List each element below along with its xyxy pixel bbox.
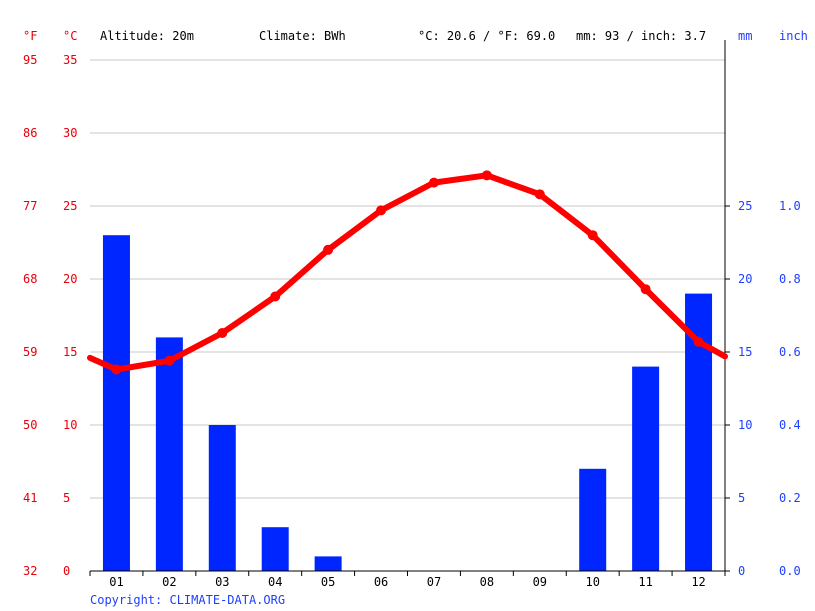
temperature-line [87, 170, 728, 375]
inch-unit-label: inch [779, 29, 808, 43]
celsius-tick-label: 0 [63, 564, 70, 578]
precipitation-total-label: mm: 93 / inch: 3.7 [576, 29, 706, 43]
celsius-tick-label: 20 [63, 272, 77, 286]
fahrenheit-tick-label: 50 [23, 418, 37, 432]
temperature-average-label: °C: 20.6 / °F: 69.0 [418, 29, 555, 43]
fahrenheit-tick-label: 77 [23, 199, 37, 213]
precipitation-bar [261, 527, 289, 571]
altitude-label: Altitude: 20m [100, 29, 194, 43]
inch-tick-label: 0.2 [779, 491, 801, 505]
fahrenheit-tick-label: 86 [23, 126, 37, 140]
fahrenheit-unit-label: °F [23, 29, 37, 43]
celsius-tick-label: 10 [63, 418, 77, 432]
mm-tick-label: 20 [738, 272, 752, 286]
copyright-link[interactable]: Copyright: CLIMATE-DATA.ORG [90, 593, 285, 607]
inch-tick-label: 0.4 [779, 418, 801, 432]
grid-lines [90, 59, 725, 499]
precipitation-bar [632, 366, 660, 571]
mm-tick-label: 5 [738, 491, 745, 505]
mm-tick-label: 0 [738, 564, 745, 578]
left-axis-ticks: 35 95 30 86 25 77 20 68 15 59 10 50 5 41 0 32 [23, 53, 77, 578]
temperature-point [270, 291, 281, 302]
temperature-point [534, 189, 545, 200]
temperature-point [693, 336, 704, 347]
month-tick-label: 02 [162, 575, 176, 589]
temperature-point [217, 328, 228, 339]
month-tick-label: 12 [691, 575, 705, 589]
precipitation-bar [208, 425, 236, 571]
inch-tick-label: 0.6 [779, 345, 801, 359]
temperature-point [164, 355, 175, 366]
precipitation-bars [102, 235, 713, 571]
month-tick-label: 03 [215, 575, 229, 589]
celsius-tick-label: 30 [63, 126, 77, 140]
x-axis-ticks: 01 02 03 04 05 06 07 08 09 10 11 12 [109, 575, 706, 589]
month-tick-label: 05 [321, 575, 335, 589]
fahrenheit-tick-label: 68 [23, 272, 37, 286]
temperature-point [323, 244, 334, 255]
fahrenheit-tick-label: 41 [23, 491, 37, 505]
temperature-point [428, 177, 439, 188]
month-tick-label: 09 [533, 575, 547, 589]
axes [89, 40, 730, 576]
fahrenheit-tick-label: 95 [23, 53, 37, 67]
fahrenheit-tick-label: 32 [23, 564, 37, 578]
fahrenheit-tick-label: 59 [23, 345, 37, 359]
celsius-tick-label: 15 [63, 345, 77, 359]
inch-tick-label: 1.0 [779, 199, 801, 213]
month-tick-label: 06 [374, 575, 388, 589]
month-tick-label: 10 [585, 575, 599, 589]
temperature-point [376, 205, 387, 216]
mm-tick-label: 25 [738, 199, 752, 213]
celsius-tick-label: 35 [63, 53, 77, 67]
celsius-tick-label: 5 [63, 491, 70, 505]
mm-tick-label: 10 [738, 418, 752, 432]
temperature-point [587, 230, 598, 241]
temperature-series-line [87, 172, 728, 373]
precipitation-bar [314, 556, 342, 571]
month-tick-label: 11 [638, 575, 652, 589]
inch-tick-label: 0.8 [779, 272, 801, 286]
precipitation-bar [155, 337, 183, 571]
climate-label: Climate: BWh [259, 29, 346, 43]
mm-unit-label: mm [738, 29, 752, 43]
inch-tick-label: 0.0 [779, 564, 801, 578]
temperature-point [640, 284, 651, 295]
month-tick-label: 01 [109, 575, 123, 589]
precipitation-bar [579, 468, 607, 571]
right-axis-ticks: 25 1.0 20 0.8 15 0.6 10 0.4 5 0.2 0 0.0 [738, 199, 801, 578]
celsius-unit-label: °C [63, 29, 77, 43]
mm-tick-label: 15 [738, 345, 752, 359]
precipitation-bar [102, 235, 130, 571]
month-tick-label: 08 [480, 575, 494, 589]
month-tick-label: 04 [268, 575, 282, 589]
temperature-point [481, 170, 492, 181]
celsius-tick-label: 25 [63, 199, 77, 213]
temperature-point [111, 364, 122, 375]
month-tick-label: 07 [427, 575, 441, 589]
